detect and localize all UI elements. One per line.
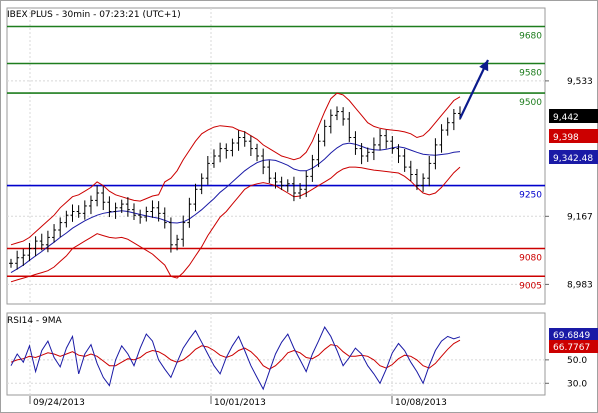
chart-title: IBEX PLUS - 30min - 07:23:21 (UTC+1)	[7, 10, 181, 20]
rsi-plot-area	[6, 312, 546, 396]
level-label: 9250	[519, 191, 542, 201]
level-label: 9080	[519, 254, 542, 264]
value-badge-label: 9,442	[553, 113, 579, 123]
rsi-value-badge	[549, 328, 598, 341]
rsi-value-badge	[549, 340, 598, 353]
rsi-value-badge-label: 66.7767	[553, 343, 590, 353]
y-tick-label: 9,167	[567, 212, 593, 222]
bollinger-upper-line	[10, 92, 461, 246]
rsi-tick-label: 30.0	[567, 379, 587, 389]
forecast-arrow-head	[479, 60, 489, 72]
value-badge	[549, 150, 598, 164]
rsi-pane: 50.0 30.0 69.6849 66.7767	[6, 312, 598, 396]
forecast-arrow-line	[459, 59, 489, 120]
moving-average-line	[10, 142, 461, 274]
y-tick-label: 8,983	[567, 280, 593, 290]
value-badge-label: 9,342.48	[553, 154, 593, 164]
rsi-line	[10, 326, 461, 391]
value-badge	[549, 109, 598, 123]
price-plot-area	[6, 7, 546, 305]
rsi-title: RSI14 - 9MA	[7, 316, 63, 326]
level-label: 9005	[519, 281, 542, 291]
rsi-tick-label: 50.0	[567, 356, 587, 366]
level-label: 9580	[519, 69, 542, 79]
bollinger-lower-line	[10, 166, 461, 283]
y-tick-label: 9,533	[567, 77, 593, 87]
x-tick-label: 10/01/2013	[214, 398, 266, 408]
level-label: 9500	[519, 98, 542, 108]
price-pane: 9,533 9,167 8,983 9680 9580 9500 9250 9080 9005 9…	[6, 7, 598, 408]
rsi-value-badge-label: 69.6849	[553, 331, 590, 341]
x-tick-label: 09/24/2013	[33, 398, 85, 408]
x-tick-label: 10/08/2013	[395, 398, 447, 408]
value-badge-label: 9,398	[553, 133, 579, 143]
rsi-ma-line	[10, 339, 461, 370]
value-badge	[549, 129, 598, 143]
level-label: 9680	[519, 32, 542, 42]
